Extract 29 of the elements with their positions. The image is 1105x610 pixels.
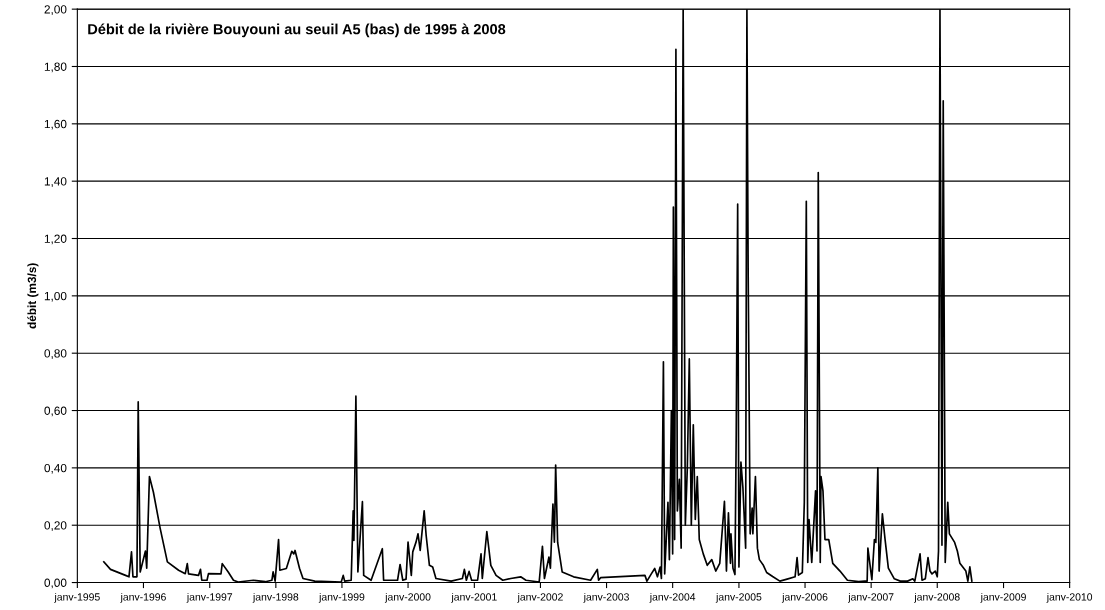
- y-tick-label: 1,40: [44, 177, 67, 187]
- x-tick-label: janv-1996: [120, 592, 166, 603]
- x-tick-label: janv-1999: [318, 592, 365, 603]
- x-tick-label: janv-2007: [848, 592, 894, 603]
- x-tick-label: janv-1995: [54, 592, 100, 603]
- x-tick-label: janv-2010: [1046, 592, 1093, 603]
- y-tick-label: 1,60: [44, 119, 67, 130]
- y-tick-label: 1,20: [44, 234, 67, 245]
- y-tick-label: 1,80: [44, 62, 67, 73]
- x-tick-label: janv-2006: [781, 592, 828, 603]
- x-tick-label: janv-2008: [914, 592, 960, 603]
- y-tick-label: 0,00: [44, 578, 67, 589]
- y-tick-label: 2,00: [44, 5, 67, 15]
- y-axis-title: débit (m3/s): [27, 263, 39, 329]
- x-tick-label: janv-2004: [649, 592, 696, 603]
- y-tick-label: 0,60: [44, 406, 67, 417]
- y-tick-label: 0,20: [44, 521, 67, 531]
- x-tick-label: janv-2001: [451, 592, 497, 603]
- x-tick-label: janv-1997: [186, 592, 233, 603]
- y-tick-label: 0,40: [44, 463, 67, 474]
- y-tick-label: 1,00: [44, 291, 67, 302]
- x-tick-label: janv-2000: [384, 592, 431, 603]
- x-tick-label: janv-2003: [583, 592, 629, 603]
- x-tick-label: janv-1998: [252, 592, 299, 603]
- x-tick-label: janv-2005: [715, 592, 762, 603]
- x-tick-label: janv-2002: [517, 592, 563, 603]
- y-tick-label: 0,80: [44, 349, 67, 359]
- text: Débit de la rivière Bouyouni au seuil A5 (bas) de 1995 à 2008: [88, 23, 506, 38]
- x-tick-label: janv-2009: [980, 592, 1026, 603]
